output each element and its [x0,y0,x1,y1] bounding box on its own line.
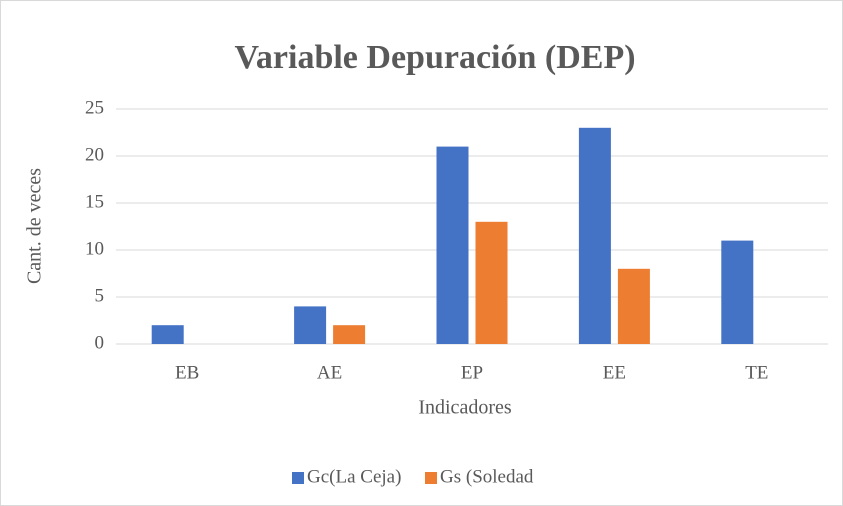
x-tick-label: AE [317,362,342,383]
bar [436,146,469,344]
bar [617,268,650,344]
chart-title: Variable Depuración (DEP) [234,39,635,76]
x-axis-label: Indicadores [418,397,512,419]
bar [294,306,327,344]
bar [475,221,508,344]
legend-swatch [292,472,304,484]
x-tick-label: EE [603,362,626,383]
x-tick-label: EB [175,362,199,383]
y-tick-label: 25 [85,97,104,118]
y-tick-label: 20 [85,144,104,165]
legend-label: Gc(La Ceja) [307,466,401,487]
y-tick-label: 15 [85,191,104,212]
bar [333,325,366,344]
x-tick-label: TE [745,362,768,383]
bar [721,240,754,344]
y-tick-label: 10 [85,238,104,259]
legend-label: Gs (Soledad [440,466,534,487]
bar [151,325,184,344]
y-tick-label: 0 [95,332,105,353]
x-tick-label: EP [461,362,483,383]
y-axis-label: Cant. de veces [24,168,46,284]
y-tick-label: 5 [95,285,105,306]
bar [578,127,611,344]
legend-swatch [425,472,437,484]
